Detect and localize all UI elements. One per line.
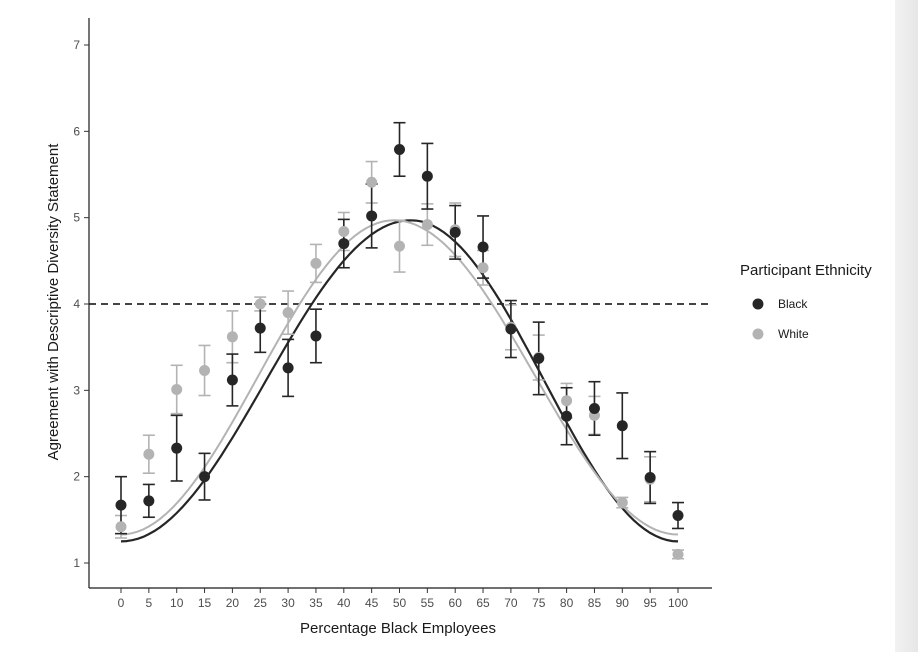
data-point-white <box>171 383 183 395</box>
window-edge <box>895 0 918 652</box>
x-tick-label: 60 <box>449 596 463 610</box>
data-point-white <box>477 262 489 274</box>
data-point-white <box>421 219 433 231</box>
data-point-black <box>505 323 517 335</box>
data-point-black <box>449 226 461 238</box>
data-point-white <box>366 176 378 188</box>
x-tick-label: 10 <box>170 596 184 610</box>
data-point-black <box>644 472 656 484</box>
data-point-black <box>561 410 573 422</box>
y-tick-label: 7 <box>73 38 80 52</box>
data-point-white <box>199 364 211 376</box>
x-tick-label: 45 <box>365 596 379 610</box>
data-point-black <box>115 499 127 511</box>
data-point-black <box>421 170 433 182</box>
data-point-black <box>199 471 211 483</box>
data-point-white <box>338 225 350 237</box>
data-point-black <box>533 352 545 364</box>
x-tick-label: 100 <box>668 596 688 610</box>
data-point-white <box>561 395 573 407</box>
y-tick-label: 6 <box>73 124 80 138</box>
legend-marker-black <box>752 298 764 310</box>
y-tick-label: 3 <box>73 383 80 397</box>
y-tick-label: 2 <box>73 470 80 484</box>
legend-label-black: Black <box>778 297 808 311</box>
data-point-white <box>616 497 628 509</box>
legend-label-white: White <box>778 327 809 341</box>
data-point-white <box>143 448 155 460</box>
x-tick-label: 55 <box>421 596 435 610</box>
x-tick-label: 50 <box>393 596 407 610</box>
data-point-black <box>338 238 350 250</box>
data-point-white <box>310 257 322 269</box>
legend: Participant Ethnicity Black White <box>740 262 872 341</box>
data-point-black <box>477 241 489 253</box>
x-tick-label: 65 <box>476 596 490 610</box>
x-tick-label: 35 <box>309 596 323 610</box>
data-point-white <box>394 240 405 252</box>
data-point-white <box>672 548 684 560</box>
data-point-black <box>366 210 378 222</box>
y-tick-label: 1 <box>73 556 80 570</box>
x-tick-label: 15 <box>198 596 212 610</box>
data-point-black <box>394 143 405 155</box>
data-point-black <box>282 362 294 374</box>
y-tick-label: 5 <box>73 211 80 225</box>
x-tick-label: 25 <box>254 596 268 610</box>
y-tick-label: 4 <box>73 297 80 311</box>
x-tick-label: 95 <box>643 596 657 610</box>
x-tick-label: 75 <box>532 596 546 610</box>
data-point-white <box>282 307 294 319</box>
data-point-black <box>143 495 155 507</box>
legend-title: Participant Ethnicity <box>740 262 872 279</box>
x-tick-label: 0 <box>118 596 125 610</box>
data-point-black <box>254 322 266 334</box>
x-tick-label: 70 <box>504 596 518 610</box>
x-tick-label: 85 <box>588 596 602 610</box>
x-tick-label: 30 <box>281 596 295 610</box>
data-point-black <box>588 402 600 414</box>
x-tick-label: 5 <box>146 596 153 610</box>
data-point-black <box>616 420 628 432</box>
x-tick-label: 20 <box>226 596 240 610</box>
data-point-white <box>254 298 266 310</box>
legend-marker-white <box>752 328 764 340</box>
data-point-black <box>310 330 322 342</box>
data-point-white <box>115 521 127 533</box>
data-point-black <box>226 374 238 386</box>
x-tick-label: 90 <box>616 596 630 610</box>
x-tick-label: 40 <box>337 596 351 610</box>
data-point-white <box>226 331 238 343</box>
y-axis-title: Agreement with Descriptive Diversity Sta… <box>45 143 62 461</box>
data-point-black <box>672 510 684 522</box>
x-tick-label: 80 <box>560 596 574 610</box>
x-axis-title: Percentage Black Employees <box>300 620 496 637</box>
data-point-black <box>171 442 183 454</box>
